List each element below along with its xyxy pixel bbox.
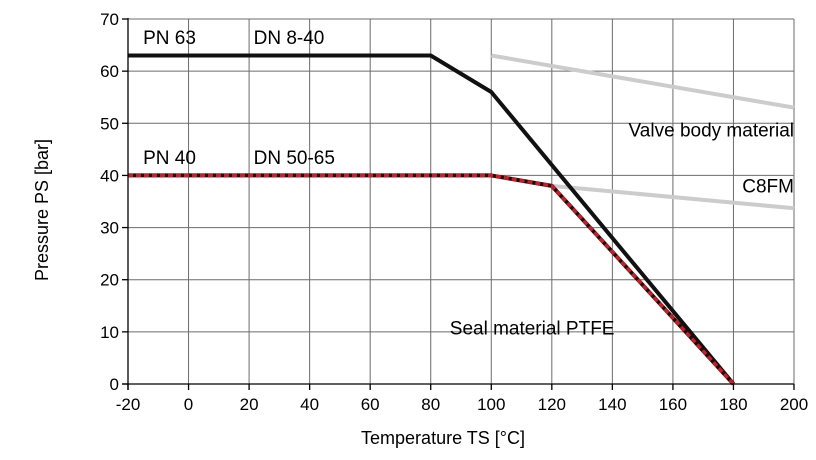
x-axis-title: Temperature TS [°C] xyxy=(361,428,525,448)
y-tick-label: 50 xyxy=(100,114,119,133)
x-tick-label: 0 xyxy=(184,395,193,414)
annotation-label: Valve body material xyxy=(629,120,794,141)
y-tick-labels: 0 10 20 30 40 50 60 70 xyxy=(100,10,119,394)
y-tick-label: 60 xyxy=(100,62,119,81)
x-tick-label: 120 xyxy=(538,395,566,414)
y-tick-label: 20 xyxy=(100,271,119,290)
annotation-label: Seal material PTFE xyxy=(450,318,615,339)
series-line xyxy=(490,53,795,110)
x-tick-label: 80 xyxy=(421,395,440,414)
x-tick-label: 140 xyxy=(598,395,626,414)
y-axis-title: Pressure PS [bar] xyxy=(32,139,52,281)
y-tick-label: 10 xyxy=(100,323,119,342)
x-tick-label: 180 xyxy=(719,395,747,414)
annotations: PN 63 DN 8-40 PN 40 DN 50-65 Valve body mate… xyxy=(143,28,794,339)
annotation-label: PN 40 xyxy=(143,148,196,169)
x-tick-label: 200 xyxy=(780,395,808,414)
axes xyxy=(122,18,795,390)
series-line xyxy=(551,183,795,211)
x-tick-labels: -20 0 20 40 60 80 100 120 140 160 180 200 xyxy=(116,395,808,414)
x-tick-label: 100 xyxy=(477,395,505,414)
series-line xyxy=(128,173,735,386)
grid xyxy=(128,18,795,384)
annotation-label: DN 8-40 xyxy=(254,28,325,49)
annotation-label: PN 63 xyxy=(143,28,196,49)
x-tick-label: 40 xyxy=(300,395,319,414)
series-group xyxy=(128,53,795,386)
y-tick-label: 40 xyxy=(100,166,119,185)
x-tick-label: -20 xyxy=(116,395,141,414)
x-tick-label: 20 xyxy=(240,395,259,414)
x-tick-label: 60 xyxy=(361,395,380,414)
x-tick-label: 160 xyxy=(659,395,687,414)
series-line xyxy=(128,53,735,386)
y-tick-label: 30 xyxy=(100,219,119,238)
annotation-label: DN 50-65 xyxy=(254,148,335,169)
y-tick-label: 0 xyxy=(110,375,119,394)
y-tick-label: 70 xyxy=(100,10,119,29)
annotation-label: C8FM xyxy=(742,177,794,198)
